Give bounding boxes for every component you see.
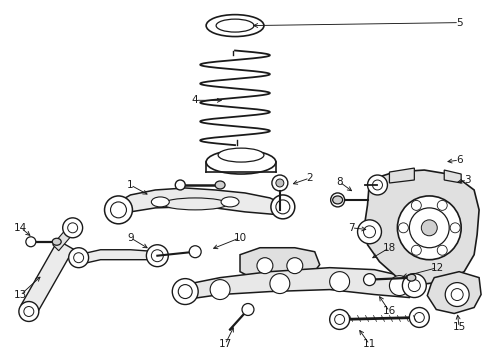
Circle shape [413,312,424,323]
Circle shape [408,307,428,328]
Text: 9: 9 [127,233,134,243]
Circle shape [270,195,294,219]
Circle shape [172,279,198,305]
Ellipse shape [216,19,253,32]
Ellipse shape [206,150,275,174]
Polygon shape [79,250,158,265]
Circle shape [151,250,163,262]
Circle shape [242,303,253,315]
Circle shape [421,220,436,236]
Circle shape [436,245,447,255]
Circle shape [62,218,82,238]
Ellipse shape [218,148,264,162]
Circle shape [189,246,201,258]
Text: 4: 4 [191,95,198,105]
Polygon shape [240,248,319,282]
Ellipse shape [163,198,227,210]
Text: 11: 11 [362,339,375,349]
Circle shape [175,180,185,190]
Polygon shape [388,168,413,183]
Polygon shape [53,225,76,251]
Circle shape [450,289,462,301]
Circle shape [26,237,36,247]
Circle shape [275,200,289,214]
Circle shape [444,283,468,306]
Polygon shape [21,240,73,314]
Ellipse shape [332,196,342,204]
Text: 13: 13 [14,289,27,300]
Text: 7: 7 [347,223,354,233]
Circle shape [210,280,229,300]
Circle shape [256,258,272,274]
Circle shape [363,226,375,238]
Circle shape [330,193,344,207]
Polygon shape [118,188,285,218]
Circle shape [398,223,407,233]
Circle shape [363,274,375,285]
Circle shape [275,179,283,187]
Circle shape [269,274,289,293]
Polygon shape [185,268,413,300]
Text: 10: 10 [233,233,246,243]
Text: 3: 3 [463,175,469,185]
Ellipse shape [221,197,239,207]
Ellipse shape [52,238,61,245]
Text: 1: 1 [127,180,134,190]
Circle shape [329,310,349,329]
Circle shape [367,175,386,195]
Circle shape [178,285,192,298]
Text: 2: 2 [306,173,312,183]
Circle shape [74,253,83,263]
Polygon shape [364,170,478,285]
Ellipse shape [215,181,224,189]
Text: 17: 17 [218,339,231,349]
Circle shape [24,306,34,316]
Circle shape [110,202,126,218]
Circle shape [329,272,349,292]
Circle shape [410,245,421,255]
Circle shape [286,258,302,274]
Circle shape [357,220,381,244]
Text: 15: 15 [451,323,465,332]
Ellipse shape [151,197,169,207]
Text: 5: 5 [455,18,462,28]
Circle shape [410,201,421,210]
Circle shape [388,276,408,296]
Circle shape [68,248,88,268]
Circle shape [146,245,168,267]
Circle shape [271,175,287,191]
Circle shape [402,274,426,298]
Circle shape [407,280,420,292]
Circle shape [408,208,448,248]
Circle shape [67,223,78,233]
Text: 16: 16 [382,306,395,316]
Circle shape [19,302,39,321]
Ellipse shape [406,274,415,281]
Polygon shape [443,170,460,183]
Circle shape [334,315,344,324]
Text: 18: 18 [382,243,395,253]
Circle shape [436,201,447,210]
Text: 6: 6 [455,155,462,165]
Text: 14: 14 [14,223,27,233]
Circle shape [372,180,382,190]
Text: 8: 8 [336,177,342,187]
Circle shape [104,196,132,224]
Circle shape [449,223,459,233]
Polygon shape [427,272,480,314]
Ellipse shape [206,15,264,37]
Text: 12: 12 [430,263,443,273]
Circle shape [397,196,460,260]
